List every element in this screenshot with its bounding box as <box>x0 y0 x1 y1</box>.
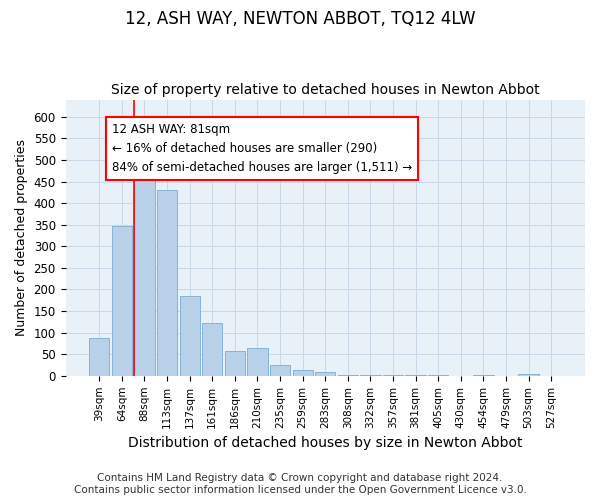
Bar <box>428 374 448 376</box>
Y-axis label: Number of detached properties: Number of detached properties <box>15 139 28 336</box>
Bar <box>518 374 539 376</box>
Bar <box>293 370 313 376</box>
Bar <box>315 372 335 376</box>
Bar <box>157 190 177 376</box>
Bar <box>202 323 223 376</box>
Bar <box>179 296 200 376</box>
Bar <box>338 374 358 376</box>
Text: Contains HM Land Registry data © Crown copyright and database right 2024.
Contai: Contains HM Land Registry data © Crown c… <box>74 474 526 495</box>
Bar <box>270 365 290 376</box>
Text: 12, ASH WAY, NEWTON ABBOT, TQ12 4LW: 12, ASH WAY, NEWTON ABBOT, TQ12 4LW <box>125 10 475 28</box>
X-axis label: Distribution of detached houses by size in Newton Abbot: Distribution of detached houses by size … <box>128 436 523 450</box>
Bar <box>247 348 268 376</box>
Bar <box>89 338 109 376</box>
Title: Size of property relative to detached houses in Newton Abbot: Size of property relative to detached ho… <box>111 83 539 97</box>
Bar <box>134 172 155 376</box>
Text: 12 ASH WAY: 81sqm
← 16% of detached houses are smaller (290)
84% of semi-detache: 12 ASH WAY: 81sqm ← 16% of detached hous… <box>112 124 412 174</box>
Bar <box>112 226 132 376</box>
Bar <box>225 351 245 376</box>
